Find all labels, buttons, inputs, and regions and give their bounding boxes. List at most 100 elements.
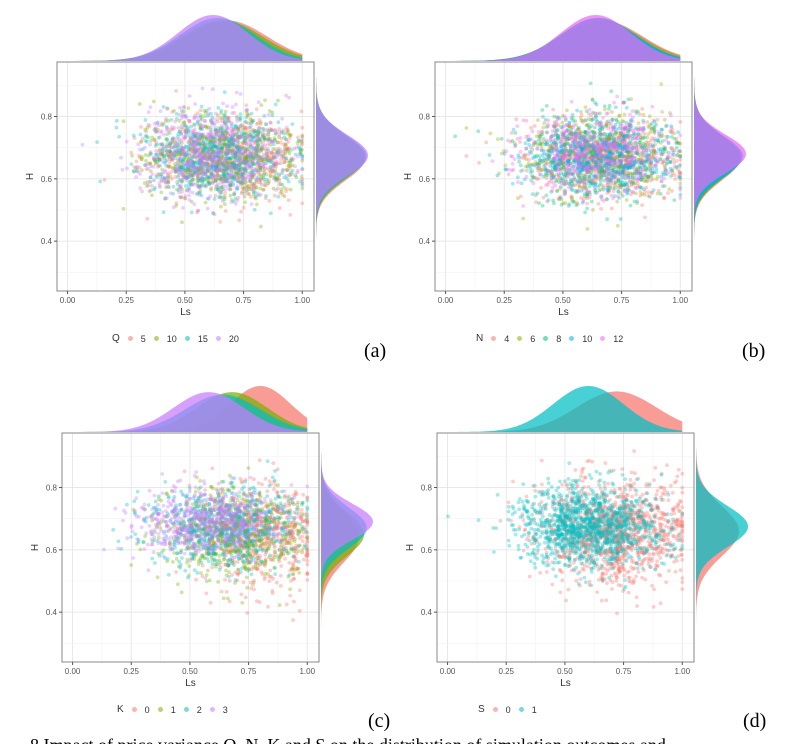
scatter-point	[273, 102, 278, 107]
scatter-point	[209, 133, 214, 138]
scatter-point	[197, 123, 202, 128]
scatter-point	[208, 129, 213, 134]
scatter-point	[275, 140, 280, 145]
scatter-point	[222, 168, 227, 173]
scatter-point	[603, 141, 608, 146]
scatter-point	[516, 180, 520, 185]
scatter-point	[232, 192, 236, 197]
scatter-point	[251, 147, 256, 152]
scatter-point	[198, 158, 203, 163]
scatter-point	[209, 127, 213, 132]
scatter-point	[232, 110, 237, 115]
scatter-point	[145, 139, 149, 144]
scatter-point	[192, 182, 197, 187]
scatter-point	[633, 140, 637, 145]
scatter-point	[166, 175, 171, 180]
scatter-point	[173, 175, 178, 179]
scatter-point	[276, 186, 280, 191]
scatter-point	[260, 134, 265, 138]
scatter-point	[579, 164, 584, 169]
scatter-point	[222, 138, 227, 143]
scatter-point	[195, 172, 200, 177]
scatter-point	[208, 118, 213, 123]
scatter-point	[532, 140, 536, 144]
scatter-point	[213, 154, 218, 159]
scatter-point	[225, 171, 230, 176]
scatter-point	[169, 145, 174, 150]
scatter-point	[214, 164, 219, 169]
scatter-point	[664, 138, 669, 142]
scatter-point	[252, 128, 257, 133]
scatter-point	[147, 124, 152, 128]
scatter-point	[277, 152, 282, 157]
scatter-point	[98, 179, 103, 184]
scatter-point	[230, 141, 235, 146]
scatter-point	[168, 149, 172, 154]
scatter-point	[217, 142, 222, 147]
scatter-point	[250, 120, 255, 124]
scatter-point	[260, 126, 265, 131]
scatter-point	[248, 155, 253, 159]
scatter-point	[216, 182, 220, 186]
scatter-point	[255, 139, 260, 144]
scatter-point	[167, 128, 171, 132]
scatter-point	[247, 170, 252, 175]
scatter-point	[267, 109, 272, 113]
scatter-point	[226, 166, 231, 171]
scatter-point	[251, 183, 256, 188]
scatter-point	[611, 125, 616, 129]
scatter-point	[231, 154, 236, 159]
scatter-point	[220, 149, 225, 154]
scatter-point	[222, 142, 226, 147]
scatter-point	[244, 159, 249, 164]
scatter-point	[205, 157, 210, 162]
scatter-point	[245, 154, 250, 158]
scatter-point	[244, 108, 249, 113]
scatter-point	[267, 179, 271, 184]
scatter-point	[198, 126, 203, 130]
scatter-point	[220, 199, 225, 203]
scatter-point	[195, 175, 200, 180]
scatter-point	[191, 164, 195, 169]
scatter-point	[661, 151, 665, 156]
scatter-point	[205, 206, 210, 211]
scatter-point	[633, 127, 638, 132]
scatter-point	[217, 158, 222, 163]
scatter-point	[604, 172, 609, 177]
scatter-point	[173, 169, 178, 174]
scatter-point	[197, 190, 202, 195]
scatter-point	[589, 113, 593, 118]
scatter-point	[191, 150, 195, 155]
scatter-point	[163, 160, 167, 165]
scatter-point	[177, 150, 182, 155]
scatter-point	[137, 153, 141, 158]
scatter-point	[139, 140, 143, 144]
scatter-point	[641, 112, 646, 117]
scatter-point	[201, 132, 206, 137]
scatter-point	[261, 159, 266, 164]
scatter-point	[209, 132, 214, 137]
scatter-point	[190, 162, 195, 167]
scatter-point	[148, 150, 153, 155]
scatter-point	[217, 194, 222, 199]
scatter-point	[231, 174, 236, 179]
scatter-point	[563, 189, 568, 194]
scatter-point	[285, 131, 289, 136]
y-tick-label: 0.6	[41, 175, 53, 184]
scatter-point	[211, 144, 216, 149]
scatter-point	[164, 179, 169, 184]
scatter-point	[515, 175, 520, 180]
scatter-point	[180, 170, 185, 175]
scatter-point	[190, 153, 194, 158]
scatter-point	[194, 577, 198, 582]
scatter-point	[605, 180, 610, 185]
scatter-point	[195, 137, 200, 142]
scatter-point	[298, 179, 302, 184]
scatter-point	[223, 167, 228, 172]
scatter-point	[152, 121, 157, 126]
scatter-point	[200, 124, 205, 129]
scatter-point	[185, 155, 190, 160]
scatter-point	[185, 152, 190, 157]
legend-label: 8	[556, 333, 562, 344]
scatter-point	[252, 129, 257, 134]
